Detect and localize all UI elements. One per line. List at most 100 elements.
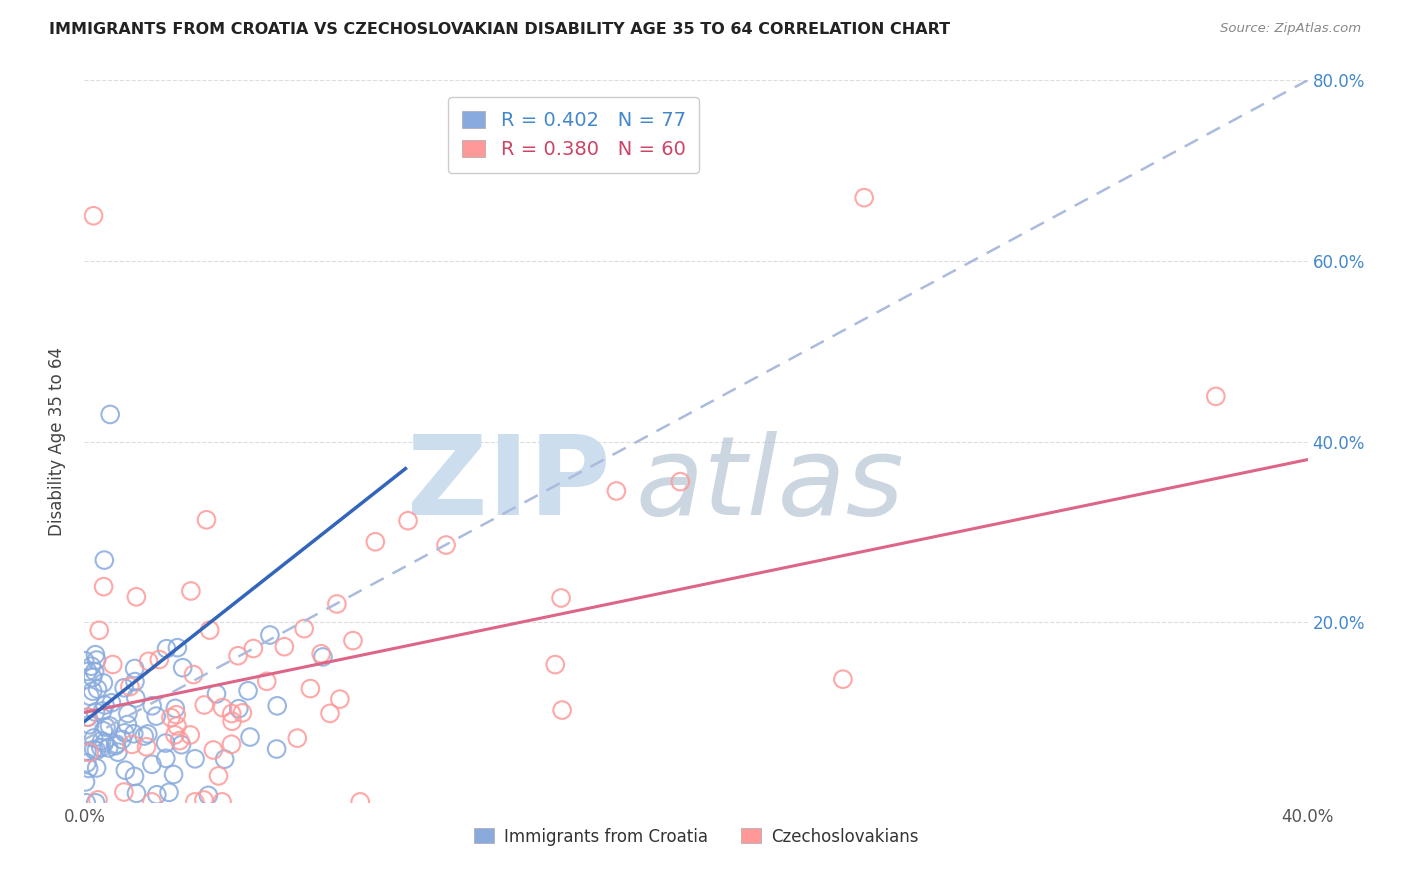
Point xyxy=(163,728,186,742)
Point xyxy=(75,775,97,789)
Point xyxy=(76,710,98,724)
Point xyxy=(125,691,148,706)
Point xyxy=(221,714,243,729)
Point xyxy=(105,737,128,751)
Point xyxy=(165,701,187,715)
Point xyxy=(211,795,233,809)
Point xyxy=(98,719,121,733)
Point xyxy=(299,681,322,696)
Point xyxy=(319,706,342,721)
Point xyxy=(77,710,100,724)
Point xyxy=(86,682,108,697)
Point xyxy=(544,657,567,672)
Text: IMMIGRANTS FROM CROATIA VS CZECHOSLOVAKIAN DISABILITY AGE 35 TO 64 CORRELATION C: IMMIGRANTS FROM CROATIA VS CZECHOSLOVAKI… xyxy=(49,22,950,37)
Point xyxy=(94,698,117,712)
Point xyxy=(256,674,278,689)
Point xyxy=(669,475,692,489)
Point xyxy=(122,727,145,741)
Point xyxy=(98,408,121,422)
Point xyxy=(79,746,101,760)
Point xyxy=(141,698,163,713)
Point xyxy=(221,706,243,721)
Point xyxy=(166,719,188,733)
Point xyxy=(231,706,253,720)
Point xyxy=(550,591,572,605)
Point xyxy=(184,752,207,766)
Point xyxy=(285,731,308,746)
Point xyxy=(77,761,100,775)
Point xyxy=(97,740,120,755)
Point xyxy=(112,785,135,799)
Point xyxy=(84,705,107,719)
Point xyxy=(832,672,855,686)
Point xyxy=(91,723,114,738)
Point xyxy=(84,648,107,662)
Point xyxy=(90,734,112,748)
Point xyxy=(202,743,225,757)
Point xyxy=(79,717,101,731)
Point xyxy=(1205,389,1227,403)
Text: ZIP: ZIP xyxy=(406,432,610,539)
Point xyxy=(111,732,134,747)
Y-axis label: Disability Age 35 to 64: Disability Age 35 to 64 xyxy=(48,347,66,536)
Point xyxy=(197,789,219,803)
Point xyxy=(121,738,143,752)
Point xyxy=(160,710,183,724)
Point xyxy=(155,751,177,765)
Point xyxy=(125,786,148,800)
Point xyxy=(193,698,215,712)
Point xyxy=(114,726,136,740)
Point xyxy=(101,657,124,672)
Point xyxy=(434,538,457,552)
Point xyxy=(87,793,110,807)
Point xyxy=(107,745,129,759)
Point xyxy=(172,661,194,675)
Point xyxy=(266,698,288,713)
Point xyxy=(349,795,371,809)
Point xyxy=(242,641,264,656)
Point xyxy=(76,744,98,758)
Point xyxy=(83,665,105,679)
Point xyxy=(93,553,115,567)
Point xyxy=(169,733,191,747)
Point xyxy=(198,623,221,637)
Point xyxy=(125,590,148,604)
Point xyxy=(93,736,115,750)
Point xyxy=(76,756,98,770)
Point xyxy=(75,796,97,810)
Point xyxy=(100,696,122,710)
Point xyxy=(184,795,207,809)
Point xyxy=(90,740,112,755)
Point xyxy=(134,729,156,743)
Point xyxy=(364,534,387,549)
Point xyxy=(138,654,160,668)
Point xyxy=(309,647,332,661)
Point xyxy=(79,690,101,704)
Point xyxy=(342,633,364,648)
Point xyxy=(89,624,111,638)
Point xyxy=(104,739,127,753)
Point xyxy=(266,742,288,756)
Point xyxy=(226,648,249,663)
Point xyxy=(146,788,169,802)
Point xyxy=(179,728,201,742)
Point xyxy=(236,683,259,698)
Point xyxy=(73,654,96,668)
Point xyxy=(124,769,146,783)
Point xyxy=(180,584,202,599)
Point xyxy=(155,641,177,656)
Point xyxy=(326,597,349,611)
Point xyxy=(239,730,262,744)
Point xyxy=(273,640,295,654)
Point xyxy=(207,769,229,783)
Point xyxy=(170,738,193,752)
Point xyxy=(193,793,215,807)
Text: atlas: atlas xyxy=(636,432,904,539)
Point xyxy=(214,752,236,766)
Point xyxy=(83,209,105,223)
Point xyxy=(93,676,115,690)
Text: Source: ZipAtlas.com: Source: ZipAtlas.com xyxy=(1220,22,1361,36)
Point xyxy=(141,757,163,772)
Point xyxy=(157,785,180,799)
Point xyxy=(112,681,135,695)
